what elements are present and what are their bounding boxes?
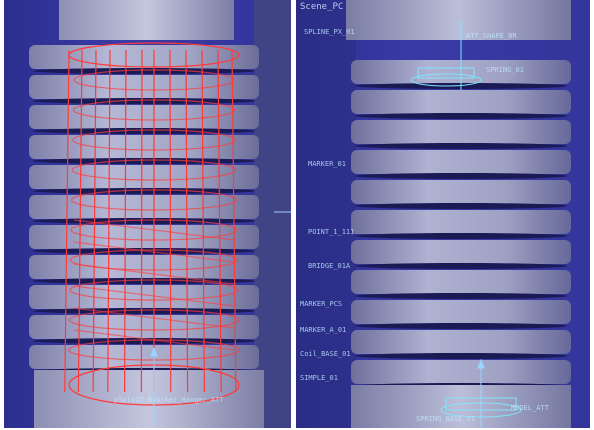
wireframe-line xyxy=(72,129,236,151)
top-constraint-plate[interactable] xyxy=(410,20,482,90)
wireframe-line xyxy=(68,309,240,331)
node-label[interactable]: MARKER_A_01 xyxy=(300,326,347,334)
coil-ring xyxy=(351,360,571,384)
coil-ring xyxy=(29,255,259,279)
wireframe-line xyxy=(70,189,238,211)
coil-gap xyxy=(33,68,255,74)
axis-arrow-icon[interactable] xyxy=(477,358,485,428)
coil-gap xyxy=(355,233,567,239)
coil-ring xyxy=(29,345,259,369)
coil-gap xyxy=(355,143,567,149)
node-label[interactable]: ATT_SHAPE_BR xyxy=(466,32,517,40)
wireframe-line xyxy=(217,49,222,393)
node-label[interactable]: MODEL_ATT xyxy=(511,404,549,412)
wireframe-line xyxy=(69,249,239,271)
wireframe-line xyxy=(92,49,97,393)
coil-gap xyxy=(355,323,567,329)
wireframe-line xyxy=(73,219,235,241)
node-label[interactable]: Coil_BASE_01 xyxy=(300,350,351,358)
node-label[interactable]: SPLINE_PX_01 xyxy=(304,28,355,36)
wireframe-line xyxy=(73,307,235,329)
coil-ring xyxy=(351,90,571,114)
wireframe-cage[interactable] xyxy=(64,42,241,406)
wireframe-line xyxy=(73,285,235,307)
coil-ring xyxy=(29,285,259,309)
wireframe-line xyxy=(64,49,70,393)
coil-gap xyxy=(33,98,255,104)
node-label[interactable]: POINT_1_111 xyxy=(308,228,355,236)
wireframe-line xyxy=(73,69,235,91)
wireframe-line xyxy=(73,241,235,263)
right-scene xyxy=(296,0,571,428)
coil-ring xyxy=(351,300,571,324)
coil-ring xyxy=(351,330,571,354)
left-scene xyxy=(29,0,291,428)
coil-ring xyxy=(29,165,259,189)
node-label[interactable]: MARKER_01 xyxy=(308,160,346,168)
node-label[interactable]: SPRING_01 xyxy=(486,66,524,74)
coil-gap xyxy=(355,263,567,269)
coil-gap xyxy=(355,293,567,299)
wireframe-line xyxy=(73,329,235,351)
right-viewport[interactable]: Scene_PC ATT_SHAPE_BR SPLINE_PX_01 SPRIN… xyxy=(296,0,590,428)
wireframe-line xyxy=(72,99,236,121)
wireframe-line xyxy=(201,49,205,393)
coil-gap xyxy=(33,218,255,224)
coil-gap xyxy=(33,338,255,344)
wireframe-line xyxy=(73,263,235,285)
coil-ring xyxy=(29,105,259,129)
wireframe-line xyxy=(140,49,143,393)
coil-ring xyxy=(351,180,571,204)
coil-ring xyxy=(351,120,571,144)
viewport-title: Scene_PC xyxy=(300,2,344,12)
coil-gap xyxy=(355,203,567,209)
top-cap xyxy=(346,0,571,40)
top-cap xyxy=(59,0,234,40)
coil-ring xyxy=(29,135,259,159)
node-label[interactable]: BRIDGE_01A xyxy=(308,262,351,270)
coil-ring xyxy=(29,315,259,339)
node-label[interactable]: pSolid2_Bracket_Hanger_ATT xyxy=(114,396,224,404)
node-label[interactable]: SIMPLE_01 xyxy=(300,374,338,382)
coil-gap xyxy=(355,353,567,359)
coil-ring xyxy=(351,270,571,294)
wireframe-line xyxy=(231,49,237,393)
coil-ring xyxy=(29,195,259,219)
coil-ring xyxy=(351,150,571,174)
coil-gap xyxy=(355,113,567,119)
coil-spring[interactable] xyxy=(29,45,259,374)
coil-spring[interactable] xyxy=(351,60,571,389)
coil-gap xyxy=(355,173,567,179)
coil-gap xyxy=(33,188,255,194)
coil-ring xyxy=(351,210,571,234)
node-label[interactable]: MARKER_PCS xyxy=(300,300,343,308)
wireframe-line xyxy=(69,279,239,301)
wireframe-line xyxy=(70,219,238,241)
wireframe-line xyxy=(71,159,237,181)
bottom-base xyxy=(351,385,571,428)
left-viewport[interactable]: pSolid2_Bracket_Hanger_ATT xyxy=(4,0,291,428)
coil-gap xyxy=(33,128,255,134)
wireframe-line xyxy=(169,49,172,393)
axis-arrow-icon[interactable] xyxy=(150,211,291,428)
node-label[interactable]: SPRING_BASE_01 xyxy=(416,415,476,423)
coil-gap xyxy=(33,158,255,164)
coil-ring xyxy=(29,75,259,99)
coil-ring xyxy=(351,240,571,264)
